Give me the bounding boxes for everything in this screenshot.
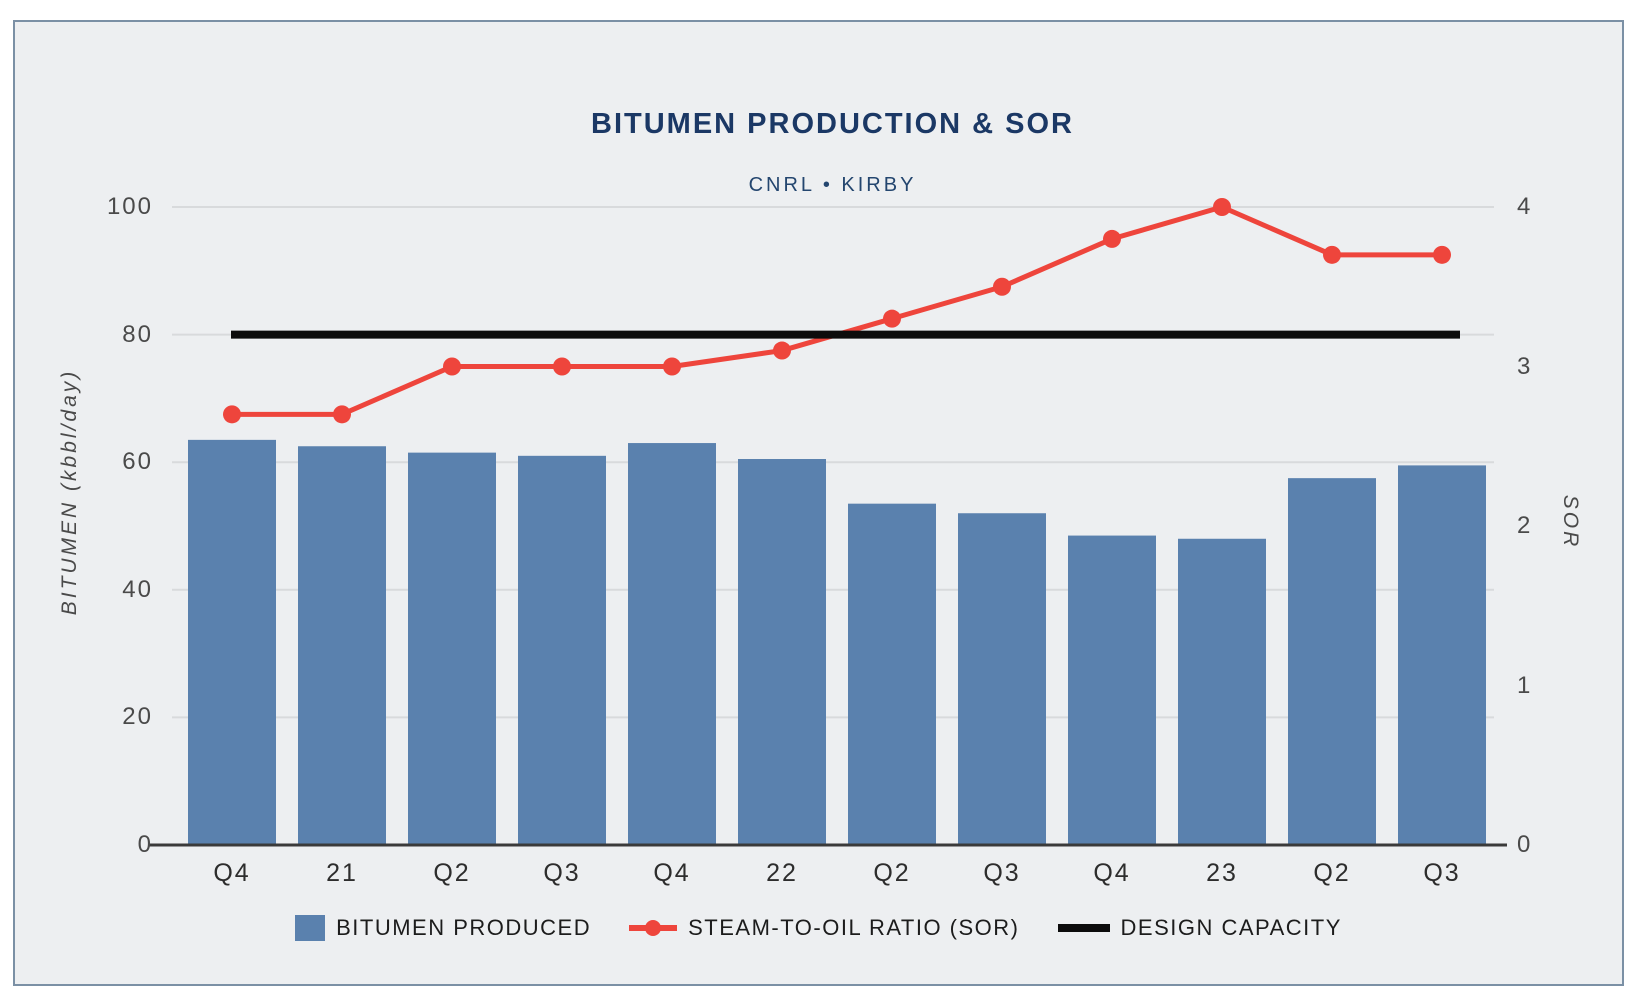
bar-Q2 <box>1288 478 1376 845</box>
x-tick-9-23: 23 <box>1206 859 1238 887</box>
left-tick-80: 80 <box>122 320 153 348</box>
right-tick-3: 3 <box>1517 352 1533 380</box>
sor-point-Q2 <box>1323 245 1341 264</box>
legend-capacity-swatch <box>1057 924 1110 932</box>
left-tick-40: 40 <box>122 575 153 603</box>
legend-item-steam-to-oil-ratio-sor: STEAM-TO-OIL RATIO (SOR) <box>629 915 1019 941</box>
right-tick-4: 4 <box>1517 193 1533 220</box>
bar-23 <box>1178 538 1266 845</box>
sor-point-Q4 <box>1103 229 1121 248</box>
sor-point-Q2 <box>443 357 461 376</box>
legend-line-dot <box>645 920 662 936</box>
right-tick-2: 2 <box>1517 512 1533 539</box>
x-tick-6-Q2: Q2 <box>873 859 911 887</box>
bar-Q4 <box>1068 535 1156 845</box>
legend-item-bitumen-produced: BITUMEN PRODUCED <box>295 915 591 941</box>
plot-area <box>149 198 1507 847</box>
x-tick-8-Q4: Q4 <box>1093 859 1131 887</box>
sor-line <box>232 204 1442 417</box>
sor-point-23 <box>1213 198 1231 216</box>
bar-Q4 <box>188 439 276 845</box>
left-tick-100: 100 <box>106 193 153 220</box>
left-tick-60: 60 <box>122 448 153 476</box>
bar-Q2 <box>848 503 936 845</box>
bar-Q3 <box>518 455 606 845</box>
sor-point-Q2 <box>883 309 901 328</box>
x-tick-0-Q4: Q4 <box>213 859 251 887</box>
legend-label: STEAM-TO-OIL RATIO (SOR) <box>688 915 1020 940</box>
legend-bar-swatch <box>295 915 326 941</box>
legend-item-design-capacity: DESIGN CAPACITY <box>1057 915 1342 941</box>
legend: BITUMEN PRODUCED STEAM-TO-OIL RATIO (SOR)… <box>15 915 1622 941</box>
right-tick-1: 1 <box>1517 671 1533 699</box>
x-tick-2-Q2: Q2 <box>433 859 471 887</box>
bar-Q3 <box>958 513 1046 845</box>
x-tick-5-22: 22 <box>766 859 798 887</box>
x-tick-7-Q3: Q3 <box>983 859 1021 887</box>
sor-point-22 <box>773 341 791 360</box>
sor-point-Q3 <box>1433 245 1451 264</box>
bar-Q3 <box>1398 465 1486 845</box>
right-tick-0: 0 <box>1517 831 1533 858</box>
chart-title: BITUMEN PRODUCTION & SOR <box>591 108 1074 140</box>
chart-panel: BITUMEN PRODUCTION & SOR CNRL • KIRBY BI… <box>13 20 1624 986</box>
bar-Q2 <box>408 452 496 845</box>
bar-21 <box>298 446 386 845</box>
legend-label: DESIGN CAPACITY <box>1120 915 1342 940</box>
legend-label: BITUMEN PRODUCED <box>336 915 592 940</box>
sor-point-Q3 <box>553 357 571 376</box>
x-tick-3-Q3: Q3 <box>543 859 581 887</box>
bar-22 <box>738 459 826 845</box>
x-tick-11-Q3: Q3 <box>1423 859 1461 887</box>
left-tick-0: 0 <box>137 831 153 858</box>
chart-subtitle: CNRL • KIRBY <box>748 174 917 196</box>
sor-point-21 <box>333 405 351 424</box>
legend-line-swatch <box>629 920 678 936</box>
x-tick-10-Q2: Q2 <box>1313 859 1351 887</box>
x-tick-4-Q4: Q4 <box>653 859 691 887</box>
sor-point-Q3 <box>993 277 1011 296</box>
sor-point-Q4 <box>223 405 241 424</box>
sor-point-Q4 <box>663 357 681 376</box>
bar-Q4 <box>628 443 716 845</box>
left-tick-20: 20 <box>122 703 153 731</box>
x-tick-1-21: 21 <box>326 859 358 887</box>
